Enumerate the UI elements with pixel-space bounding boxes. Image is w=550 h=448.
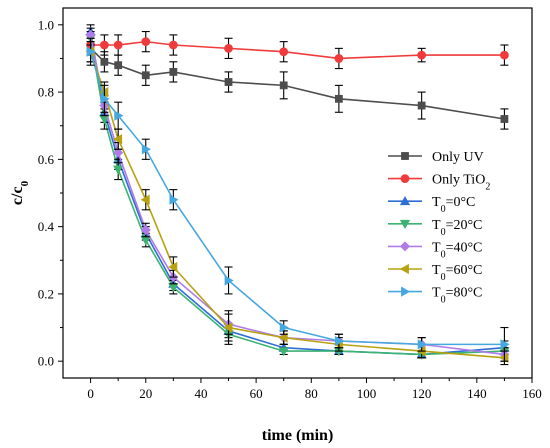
- series-line: [90, 40, 505, 60]
- series-line: [89, 51, 505, 359]
- data-point: [334, 335, 345, 347]
- legend-marker: [400, 174, 410, 183]
- data-point: [114, 110, 124, 121]
- data-point: [86, 46, 96, 57]
- legend-item-5: T0=60°C: [388, 263, 482, 283]
- data-point: [141, 144, 151, 155]
- data-point: [500, 339, 510, 350]
- legend-item-6: T0=80°C: [388, 286, 482, 306]
- y-tick-label: 0.8: [38, 85, 54, 100]
- data-point: [100, 93, 110, 104]
- data-point: [169, 68, 178, 76]
- y-axis-label: c/c0: [9, 180, 31, 205]
- legend-label: T0=80°C: [432, 286, 482, 306]
- data-point: [417, 339, 427, 350]
- series-line: [89, 51, 505, 346]
- data-point: [99, 40, 109, 50]
- data-point: [224, 275, 234, 286]
- legend-marker: [399, 195, 411, 206]
- legend-marker: [401, 152, 409, 160]
- legend-label: T0=20°C: [432, 218, 482, 238]
- data-point: [112, 134, 123, 145]
- data-point: [113, 147, 124, 158]
- data-point: [279, 81, 288, 90]
- plot-frame: [62, 7, 533, 379]
- x-tick-label: 140: [467, 386, 487, 401]
- x-tick-label: 40: [194, 386, 207, 401]
- x-axis-label: time (min): [262, 427, 334, 444]
- data-point: [278, 347, 289, 357]
- legend-label: T0=60°C: [432, 263, 482, 283]
- x-tick-label: 20: [139, 386, 152, 401]
- data-point: [168, 40, 178, 50]
- data-point: [140, 224, 151, 236]
- data-point: [141, 71, 150, 80]
- legend-label: Only TiO2: [432, 173, 490, 193]
- data-point: [224, 43, 233, 53]
- y-tick-label: 1.0: [38, 17, 54, 32]
- legend-marker: [399, 241, 411, 252]
- legend-item-4: T0=40°C: [388, 240, 482, 260]
- data-point: [417, 50, 427, 60]
- legend-label: T0=40°C: [432, 240, 482, 260]
- legend-item-3: T0=20°C: [388, 218, 482, 238]
- y-tick-label: 0.6: [38, 152, 55, 167]
- data-point: [278, 332, 288, 343]
- legend-label: T0=0°C: [432, 195, 475, 215]
- data-point: [140, 194, 150, 205]
- data-point: [334, 94, 343, 103]
- series-6: [86, 37, 510, 362]
- data-point: [500, 115, 509, 123]
- x-tick-label: 120: [412, 386, 432, 401]
- data-point: [141, 37, 151, 47]
- legend-label: Only UV: [432, 150, 484, 165]
- legend-item-1: Only TiO2: [388, 173, 490, 193]
- y-tick-label: 0.4: [38, 219, 55, 234]
- data-point: [100, 57, 109, 66]
- series-line: [89, 38, 505, 356]
- legend-marker: [399, 263, 409, 275]
- data-point: [169, 194, 179, 205]
- data-point: [279, 47, 289, 57]
- x-tick-label: 160: [522, 386, 542, 401]
- x-tick-label: 100: [357, 386, 377, 401]
- data-point: [279, 322, 289, 333]
- legend-item-0: Only UV: [388, 150, 484, 165]
- y-tick-label: 0.0: [38, 354, 54, 369]
- data-point: [223, 322, 233, 333]
- series-line: [90, 47, 505, 120]
- series-layer: [85, 24, 510, 366]
- data-point: [417, 101, 426, 110]
- data-point: [113, 40, 123, 50]
- data-point: [334, 54, 344, 63]
- data-point: [500, 50, 509, 60]
- legend-marker: [399, 219, 411, 230]
- x-tick-label: 0: [87, 386, 94, 401]
- y-tick-label: 0.2: [38, 286, 54, 301]
- legend-marker: [401, 286, 411, 297]
- data-point: [168, 261, 178, 273]
- legend-item-2: T0=0°C: [388, 195, 475, 215]
- data-point: [224, 78, 233, 86]
- x-tick-label: 80: [305, 386, 318, 401]
- data-point: [113, 165, 124, 175]
- axes: 0 20 40 60 80 100 120 140 160 0.0 0.2 0.4 0.6 0.8 1.0 t…: [9, 17, 542, 444]
- data-point: [114, 61, 123, 70]
- x-tick-label: 60: [250, 386, 263, 401]
